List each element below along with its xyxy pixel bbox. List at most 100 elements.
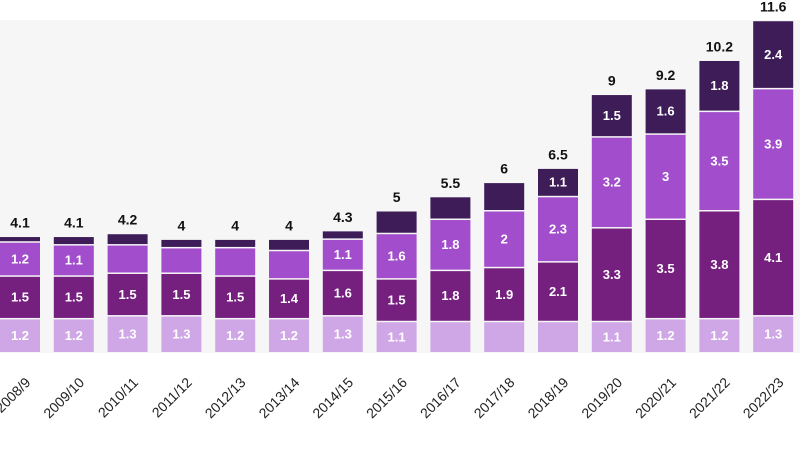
- bar-segment: [376, 279, 417, 321]
- segment-value-label: 1.1: [334, 247, 352, 262]
- bar-segment: [591, 322, 632, 352]
- segment-value-label: 1.8: [441, 288, 459, 303]
- bar-segment: [53, 319, 94, 352]
- bar-stack: 1.9 2 6: [484, 161, 525, 352]
- bar-segment: [699, 211, 740, 318]
- segment-value-label: 1.6: [657, 104, 675, 119]
- x-tick-label: 2012/13: [202, 374, 249, 421]
- bar-segment: [484, 211, 525, 267]
- bar-segment: [161, 273, 202, 316]
- bar-total-label: 6: [500, 161, 508, 177]
- segment-value-label: 1.2: [710, 328, 728, 343]
- bar-segment: [322, 271, 363, 316]
- bar-segment: [699, 112, 740, 210]
- bar-stack: 1.1 1.5 1.6 5: [376, 189, 417, 352]
- bar-total-label: 9: [608, 73, 616, 89]
- segment-value-label: 1.3: [764, 327, 782, 342]
- segment-value-label: 3.2: [603, 175, 621, 190]
- bar-segment: [538, 197, 578, 262]
- bar-stack: 1.2 1.5 1.2 4.1: [0, 215, 40, 352]
- bar-segment: [645, 89, 686, 134]
- bar-segment: [53, 245, 94, 276]
- bar-segment: [699, 319, 740, 352]
- bar-segment: [430, 322, 471, 352]
- segment-value-label: 2.1: [549, 284, 567, 299]
- segment-value-label: 3.5: [710, 153, 728, 168]
- x-tick-label: 2016/17: [417, 374, 464, 421]
- segment-value-label: 1.3: [119, 327, 137, 342]
- bar-segment: [591, 228, 632, 321]
- segment-value-label: 1.2: [11, 251, 29, 266]
- bar-segment: [430, 220, 471, 270]
- segment-value-label: 4.1: [764, 250, 782, 265]
- segment-value-label: 1.5: [226, 290, 244, 305]
- bar-segment: [161, 316, 202, 352]
- segment-value-label: 1.2: [226, 328, 244, 343]
- bar-total-label: 4.3: [333, 209, 353, 225]
- segment-value-label: 1.4: [280, 291, 299, 306]
- segment-value-label: 1.8: [710, 78, 728, 93]
- x-tick-label: 2022/23: [740, 374, 787, 421]
- segment-value-label: 3.5: [657, 261, 675, 276]
- bar-segment: [753, 21, 794, 88]
- segment-value-label: 1.5: [65, 290, 83, 305]
- bar-segment: [753, 89, 794, 199]
- segment-value-label: 1.6: [334, 285, 352, 300]
- segment-value-label: 2.4: [764, 47, 783, 62]
- segment-value-label: 1.5: [388, 292, 406, 307]
- segment-value-label: 1.2: [65, 328, 83, 343]
- x-tick-label: 2014/15: [309, 374, 356, 421]
- bar-segment: [699, 60, 740, 111]
- bar-segment: [376, 322, 417, 352]
- bar-segment: [269, 319, 309, 352]
- bar-segment: [322, 316, 363, 352]
- bar-segment: [161, 239, 202, 247]
- segment-value-label: 1.5: [172, 287, 190, 302]
- bar-total-label: 9.2: [656, 67, 676, 83]
- bar-stack: 1.3 1.5 4.2: [107, 212, 148, 352]
- x-tick-label: 2010/11: [95, 374, 142, 421]
- x-tick-label: 2018/19: [524, 374, 571, 421]
- bar-segment: [215, 276, 256, 318]
- segment-value-label: 1.3: [172, 327, 190, 342]
- bar-segment: [161, 248, 202, 273]
- segment-value-label: 1.1: [549, 175, 567, 190]
- x-tick-label: 2015/16: [363, 374, 410, 421]
- bar-total-label: 5.5: [441, 175, 461, 191]
- segment-value-label: 1.9: [495, 287, 513, 302]
- bar-total-label: 4: [285, 217, 293, 233]
- segment-value-label: 2: [501, 231, 508, 246]
- segment-value-label: 1.1: [65, 253, 83, 268]
- bar-segment: [430, 271, 471, 321]
- x-tick-label: 2013/14: [255, 374, 302, 421]
- bar-segment: [376, 234, 417, 279]
- bar-segment: [269, 239, 309, 250]
- bar-segment: [53, 276, 94, 318]
- bar-segment: [484, 322, 525, 352]
- x-tick-label: 2011/12: [149, 374, 196, 421]
- bar-stack: 1.2 1.5 4: [215, 217, 256, 352]
- bar-segment: [591, 137, 632, 228]
- bar-segment: [753, 200, 794, 316]
- bar-segment: [269, 251, 309, 279]
- bar-segment: [430, 197, 471, 219]
- bar-segment: [591, 95, 632, 137]
- bar-total-label: 6.5: [548, 146, 568, 162]
- segment-value-label: 1.2: [11, 328, 29, 343]
- bar-total-label: 10.2: [706, 38, 733, 54]
- segment-value-label: 2.3: [549, 221, 567, 236]
- x-tick-label: 2020/21: [632, 374, 679, 421]
- segment-value-label: 3: [662, 169, 669, 184]
- bar-segment: [0, 276, 40, 318]
- bars-layer: 1.2 1.5 1.2 4.1 1.2 1.5 1.1 4.1 1.3 1.5 4.2 1.3 1.5 4…: [0, 0, 794, 352]
- bar-segment: [0, 242, 40, 276]
- bar-total-label: 4: [231, 217, 239, 233]
- bar-stack: 1.2 3.8 3.5 1.8 10.2: [699, 38, 740, 352]
- bar-total-label: 11.6: [760, 0, 787, 15]
- bar-stack: 1.2 1.5 1.1 4.1: [53, 215, 94, 352]
- bar-stack: 1.2 3.5 3 1.6 9.2: [645, 67, 686, 352]
- segment-value-label: 1.2: [657, 328, 675, 343]
- bar-stack: 1.2 1.4 4: [269, 217, 309, 352]
- bar-total-label: 5: [393, 189, 401, 205]
